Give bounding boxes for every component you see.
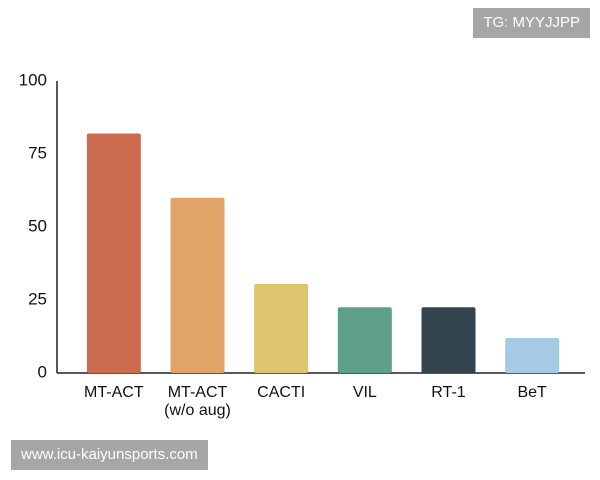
y-tick-label: 50 xyxy=(28,216,47,235)
bar xyxy=(505,337,560,373)
x-tick-label: BeT xyxy=(517,384,547,401)
bar xyxy=(254,283,309,373)
y-tick-label: 100 xyxy=(19,70,47,89)
bar xyxy=(170,197,225,373)
x-tick-label: VIL xyxy=(352,384,377,401)
x-tick-label: RT-1 xyxy=(431,384,466,401)
y-tick-label: 25 xyxy=(28,289,47,308)
watermark: www.icu-kaiyunsports.com xyxy=(11,440,208,470)
bar xyxy=(421,307,476,373)
bar xyxy=(337,307,392,373)
watermark: TG: MYYJJPP xyxy=(473,8,590,38)
y-tick-label: 75 xyxy=(28,143,47,162)
bar xyxy=(86,133,141,373)
y-tick-label: 0 xyxy=(38,362,47,381)
x-tick-label: MT-ACT (w/o aug) xyxy=(164,384,231,419)
x-tick-label: MT-ACT xyxy=(84,384,144,401)
x-tick-label: CACTI xyxy=(257,384,306,401)
